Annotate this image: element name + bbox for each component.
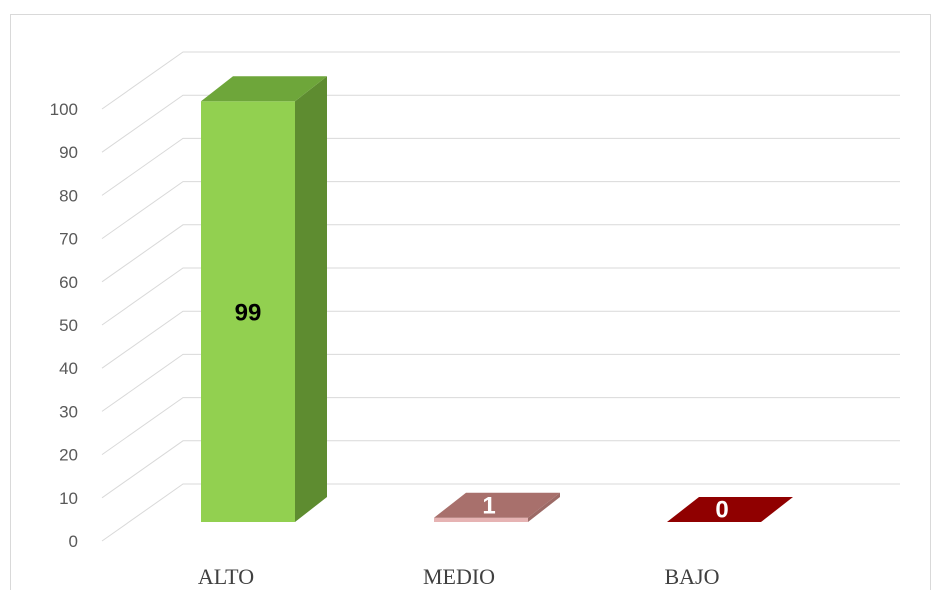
y-tick-label: 80	[59, 186, 78, 205]
bar-bajo	[667, 497, 793, 522]
data-labels: 99 1 0	[235, 300, 729, 524]
bars	[201, 76, 793, 522]
gridline	[101, 94, 900, 153]
y-tick-label: 100	[50, 100, 78, 119]
bar-side	[295, 76, 327, 522]
y-tick-label: 30	[59, 402, 78, 421]
gridlines	[101, 51, 900, 542]
bar-alto	[201, 76, 327, 522]
data-label: 0	[715, 497, 728, 524]
gridline	[101, 267, 900, 326]
gridline	[101, 440, 900, 499]
bar-top	[434, 492, 560, 518]
bar-top	[201, 76, 327, 102]
bar-side	[528, 492, 560, 522]
y-tick-label: 60	[59, 273, 78, 292]
bar-front	[434, 517, 528, 522]
y-axis-ticks: 0 10 20 30 40 50 60 70 80 90 100	[50, 100, 78, 551]
y-tick-label: 0	[69, 532, 78, 551]
category-label: ALTO	[198, 564, 254, 589]
chart-frame	[10, 14, 931, 590]
gridline	[101, 353, 900, 412]
bar-top	[667, 497, 793, 522]
x-axis-categories: ALTO MEDIO BAJO	[198, 564, 720, 589]
y-tick-label: 40	[59, 359, 78, 378]
y-tick-label: 50	[59, 316, 78, 335]
y-tick-label: 20	[59, 446, 78, 465]
y-tick-label: 10	[59, 489, 78, 508]
gridline	[101, 310, 900, 369]
data-label: 99	[235, 300, 262, 327]
gridline	[101, 137, 900, 196]
data-label: 1	[482, 492, 495, 519]
gridline	[101, 224, 900, 283]
y-tick-label: 70	[59, 230, 78, 249]
gridline	[101, 397, 900, 456]
gridline	[101, 181, 900, 240]
y-tick-label: 90	[59, 143, 78, 162]
bar-medio	[434, 492, 560, 522]
category-label: MEDIO	[423, 564, 495, 589]
gridline	[101, 51, 900, 110]
bar-front	[201, 101, 295, 522]
category-label: BAJO	[664, 564, 719, 589]
gridline	[101, 483, 900, 542]
